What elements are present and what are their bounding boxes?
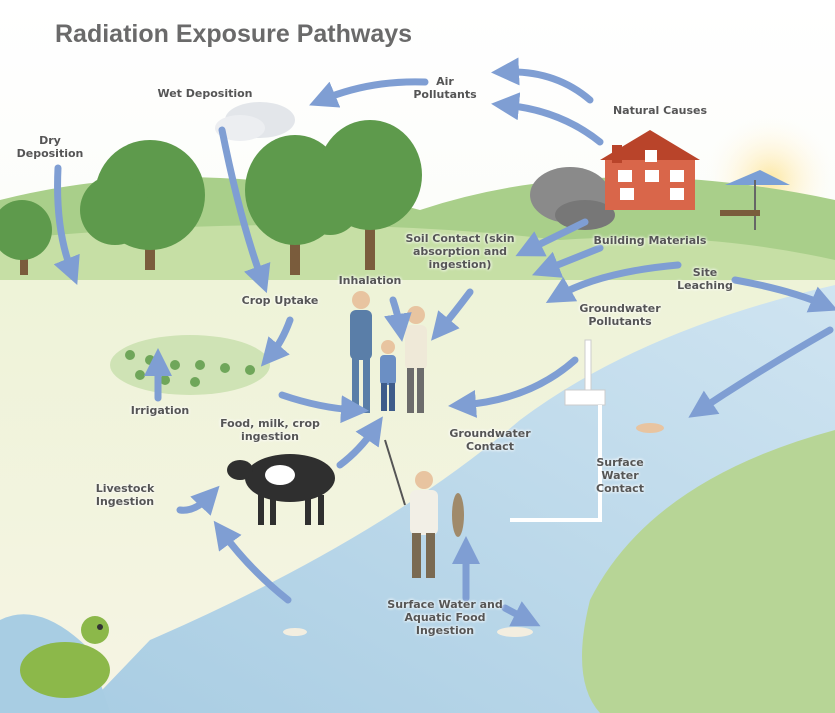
label: Livestock Ingestion — [85, 482, 165, 508]
label: Food, milk, crop ingestion — [215, 417, 325, 443]
label: Site Leaching — [675, 266, 735, 292]
label: Inhalation — [330, 274, 410, 287]
title: Radiation Exposure Pathways — [55, 20, 412, 49]
label: Crop Uptake — [235, 294, 325, 307]
label: Air Pollutants — [410, 75, 480, 101]
label: Building Materials — [585, 234, 715, 247]
label: Surface Water and Aquatic Food Ingestion — [385, 598, 505, 637]
label: Dry Deposition — [10, 134, 90, 160]
label: Wet Deposition — [145, 87, 265, 100]
label: Irrigation — [120, 404, 200, 417]
label: Soil Contact (skin absorption and ingest… — [405, 232, 515, 271]
label: Groundwater Pollutants — [570, 302, 670, 328]
label: Groundwater Contact — [440, 427, 540, 453]
page: Radiation Exposure Pathways Air Pollutan… — [0, 0, 835, 713]
label: Surface Water Contact — [590, 456, 650, 495]
label: Natural Causes — [600, 104, 720, 117]
